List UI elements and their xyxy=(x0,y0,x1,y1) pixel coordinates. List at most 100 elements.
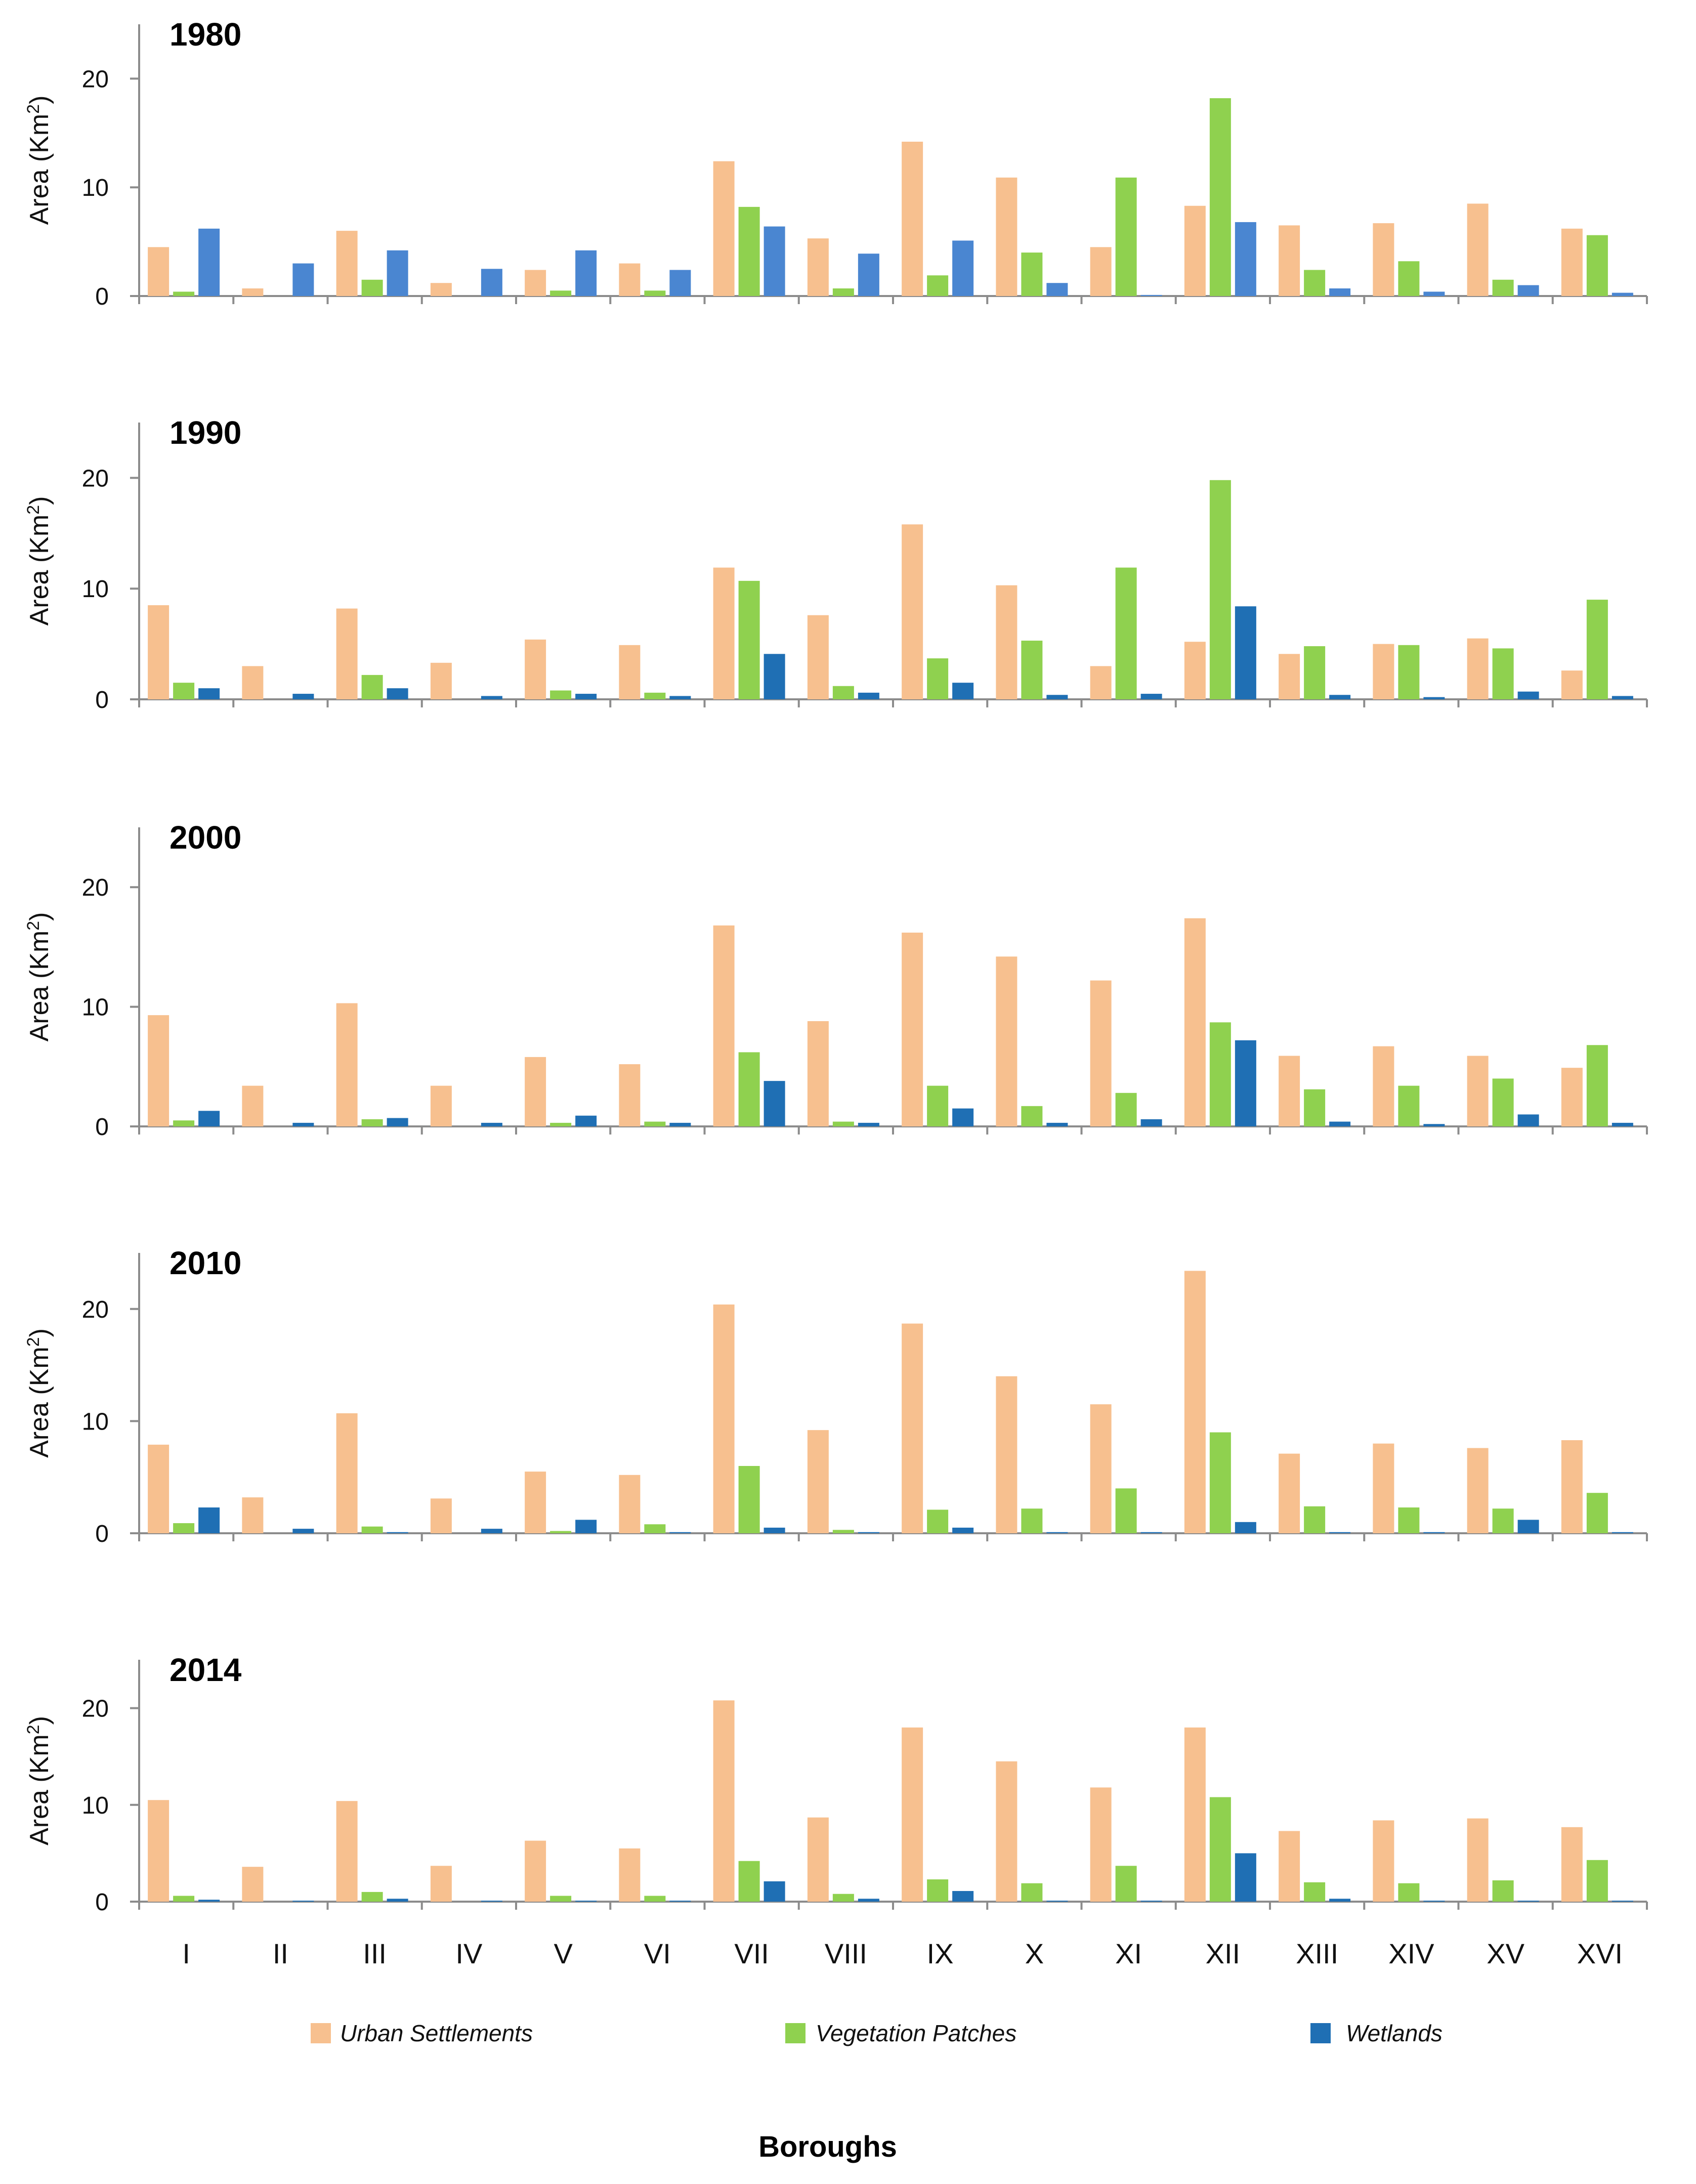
bar-2000-vegetation-patches-III xyxy=(361,1119,383,1126)
bar-2014-urban-settlements-XIV xyxy=(1373,1820,1394,1902)
y-tick-label-20: 20 xyxy=(82,465,109,492)
bar-1990-vegetation-patches-I xyxy=(173,683,195,699)
y-axis-title: Area (Km2) xyxy=(24,1716,54,1845)
bar-1980-vegetation-patches-IX xyxy=(927,275,949,296)
bar-2014-vegetation-patches-VI xyxy=(644,1896,666,1902)
y-tick-label-10: 10 xyxy=(82,994,109,1021)
bar-2014-vegetation-patches-V xyxy=(550,1896,572,1902)
bar-2014-urban-settlements-XIII xyxy=(1279,1831,1300,1902)
bar-2014-wetlands-X xyxy=(1046,1901,1068,1902)
bar-2014-urban-settlements-IV xyxy=(430,1866,452,1902)
bar-1980-vegetation-patches-VII xyxy=(738,206,760,296)
bar-1980-urban-settlements-XIV xyxy=(1373,223,1394,296)
bar-1990-urban-settlements-XIII xyxy=(1279,654,1300,699)
bar-2010-urban-settlements-IX xyxy=(902,1323,923,1533)
bar-2000-urban-settlements-I xyxy=(148,1015,169,1126)
bar-2000-urban-settlements-XVI xyxy=(1561,1068,1583,1126)
bar-1990-wetlands-V xyxy=(575,694,597,699)
bar-1990-vegetation-patches-XIV xyxy=(1398,645,1420,699)
bar-1990-wetlands-XVI xyxy=(1612,696,1633,699)
bar-1990-urban-settlements-X xyxy=(996,585,1017,699)
bar-2000-vegetation-patches-XV xyxy=(1492,1078,1514,1126)
bar-2000-urban-settlements-XI xyxy=(1090,980,1112,1126)
panel-title-2000: 2000 xyxy=(169,819,241,856)
bar-1990-vegetation-patches-XV xyxy=(1492,648,1514,699)
bar-2014-urban-settlements-II xyxy=(242,1867,264,1902)
bar-1980-vegetation-patches-VIII xyxy=(832,288,854,296)
bar-2014-urban-settlements-IX xyxy=(902,1727,923,1902)
bar-2000-urban-settlements-VIII xyxy=(807,1021,829,1126)
bar-2010-urban-settlements-XIV xyxy=(1373,1443,1394,1533)
bar-1980-wetlands-VIII xyxy=(858,254,879,296)
bar-2014-urban-settlements-VIII xyxy=(807,1817,829,1902)
bar-2014-vegetation-patches-XIII xyxy=(1304,1882,1326,1902)
bar-2000-wetlands-II xyxy=(292,1122,314,1126)
bar-2010-wetlands-XII xyxy=(1235,1522,1256,1533)
bar-1990-vegetation-patches-XII xyxy=(1209,480,1231,699)
bar-1980-vegetation-patches-VI xyxy=(644,290,666,296)
bar-2000-urban-settlements-XIII xyxy=(1279,1056,1300,1126)
bar-2000-wetlands-VIII xyxy=(858,1122,879,1126)
bar-2010-vegetation-patches-V xyxy=(550,1531,572,1533)
bar-2000-vegetation-patches-I xyxy=(173,1120,195,1126)
panel-title-2014: 2014 xyxy=(169,1652,242,1688)
bar-2000-urban-settlements-V xyxy=(525,1057,546,1126)
bar-2000-wetlands-IV xyxy=(481,1122,502,1126)
bar-1990-vegetation-patches-V xyxy=(550,690,572,699)
bar-2000-urban-settlements-VII xyxy=(713,925,735,1126)
bar-2000-vegetation-patches-VI xyxy=(644,1121,666,1126)
bar-2014-wetlands-I xyxy=(198,1900,220,1902)
bar-1980-vegetation-patches-XIII xyxy=(1304,270,1326,296)
bar-1980-vegetation-patches-XIV xyxy=(1398,261,1420,296)
bar-1980-vegetation-patches-V xyxy=(550,290,572,296)
bar-2000-wetlands-VII xyxy=(764,1081,785,1126)
bar-1990-urban-settlements-I xyxy=(148,605,169,699)
bar-2014-wetlands-IX xyxy=(952,1891,974,1902)
bar-1980-wetlands-XV xyxy=(1517,285,1539,296)
bar-1980-urban-settlements-VII xyxy=(713,161,735,296)
bar-2014-wetlands-XIII xyxy=(1329,1899,1351,1902)
bar-1990-wetlands-VIII xyxy=(858,692,879,699)
bar-2010-vegetation-patches-VIII xyxy=(832,1530,854,1533)
bar-2010-wetlands-XVI xyxy=(1612,1532,1633,1533)
bar-1980-vegetation-patches-I xyxy=(173,291,195,296)
bar-1990-urban-settlements-VII xyxy=(713,567,735,699)
bar-1990-urban-settlements-XV xyxy=(1467,638,1489,699)
x-axis-tick-labels: I II III IV V VI VII VIII IX X XI XII XIII XIV XV XVI xyxy=(182,1938,1623,1969)
legend-label-wetlands: Wetlands xyxy=(1346,2020,1443,2046)
bar-2010-urban-settlements-III xyxy=(336,1413,358,1533)
bar-1980-urban-settlements-XII xyxy=(1184,205,1206,296)
bar-2014-urban-settlements-X xyxy=(996,1761,1017,1902)
bar-1990-wetlands-X xyxy=(1046,695,1068,699)
y-axis-title: Area (Km2) xyxy=(24,912,54,1042)
x-tick-label-XII: XII xyxy=(1206,1938,1240,1969)
bar-2014-vegetation-patches-VII xyxy=(738,1861,760,1902)
bar-1980-urban-settlements-IX xyxy=(902,141,923,296)
bar-1980-wetlands-IX xyxy=(952,240,974,296)
bar-1980-wetlands-XI xyxy=(1140,295,1162,296)
bar-2000-wetlands-XII xyxy=(1235,1040,1256,1126)
bar-1990-wetlands-XV xyxy=(1517,691,1539,699)
bar-2014-vegetation-patches-X xyxy=(1021,1883,1043,1902)
bar-2000-urban-settlements-II xyxy=(242,1085,264,1126)
y-tick-label-20: 20 xyxy=(82,1296,109,1323)
bar-1980-urban-settlements-I xyxy=(148,247,169,296)
bar-2000-urban-settlements-X xyxy=(996,956,1017,1126)
bar-2014-wetlands-XVI xyxy=(1612,1901,1633,1902)
bar-1990-urban-settlements-IX xyxy=(902,524,923,699)
bar-1980-urban-settlements-III xyxy=(336,231,358,296)
bar-1990-urban-settlements-IV xyxy=(430,662,452,699)
chart-panels: 0 10 20 1980 Area (Km2) 0 10 20 1990 Area (Km2) 0 1… xyxy=(24,16,1648,1916)
x-tick-label-II: II xyxy=(273,1938,288,1969)
bar-2000-wetlands-XIII xyxy=(1329,1121,1351,1126)
x-tick-label-XI: XI xyxy=(1115,1938,1142,1969)
bar-2000-urban-settlements-XII xyxy=(1184,918,1206,1126)
y-tick-label-20: 20 xyxy=(82,66,109,93)
bar-1980-wetlands-XIV xyxy=(1423,291,1445,296)
bar-1980-wetlands-IV xyxy=(481,269,502,296)
bar-1980-wetlands-VI xyxy=(669,270,691,296)
bar-1990-wetlands-III xyxy=(387,688,408,699)
bar-2010-wetlands-VIII xyxy=(858,1532,879,1533)
x-tick-label-IX: IX xyxy=(927,1938,954,1969)
